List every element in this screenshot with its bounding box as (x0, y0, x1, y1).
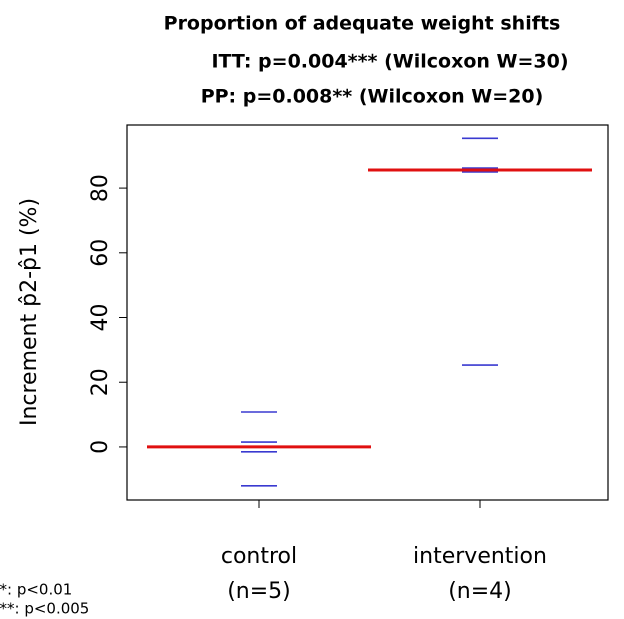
footnote: ***: p<0.005 (0, 600, 89, 618)
subtitle: ITT: p=0.004*** (Wilcoxon W=30) (211, 51, 568, 73)
chart-title: Proportion of adequate weight shifts (164, 13, 561, 35)
y-tick-label: 0 (88, 440, 113, 454)
subtitle: PP: p=0.008** (Wilcoxon W=20) (201, 86, 544, 108)
y-axis-label: Increment p̂2-p̂1 (%) (17, 198, 42, 426)
x-tick-sublabel: (n=4) (448, 579, 512, 604)
y-tick-label: 40 (88, 304, 113, 332)
x-tick-label: control (221, 544, 297, 569)
y-tick-label: 20 (88, 368, 113, 396)
x-tick-sublabel: (n=5) (227, 579, 291, 604)
x-tick-label: intervention (413, 544, 547, 569)
plot-frame (126, 124, 609, 501)
y-tick-label: 60 (88, 239, 113, 267)
footnote: **: p<0.01 (0, 581, 72, 599)
y-tick-label: 80 (88, 174, 113, 202)
